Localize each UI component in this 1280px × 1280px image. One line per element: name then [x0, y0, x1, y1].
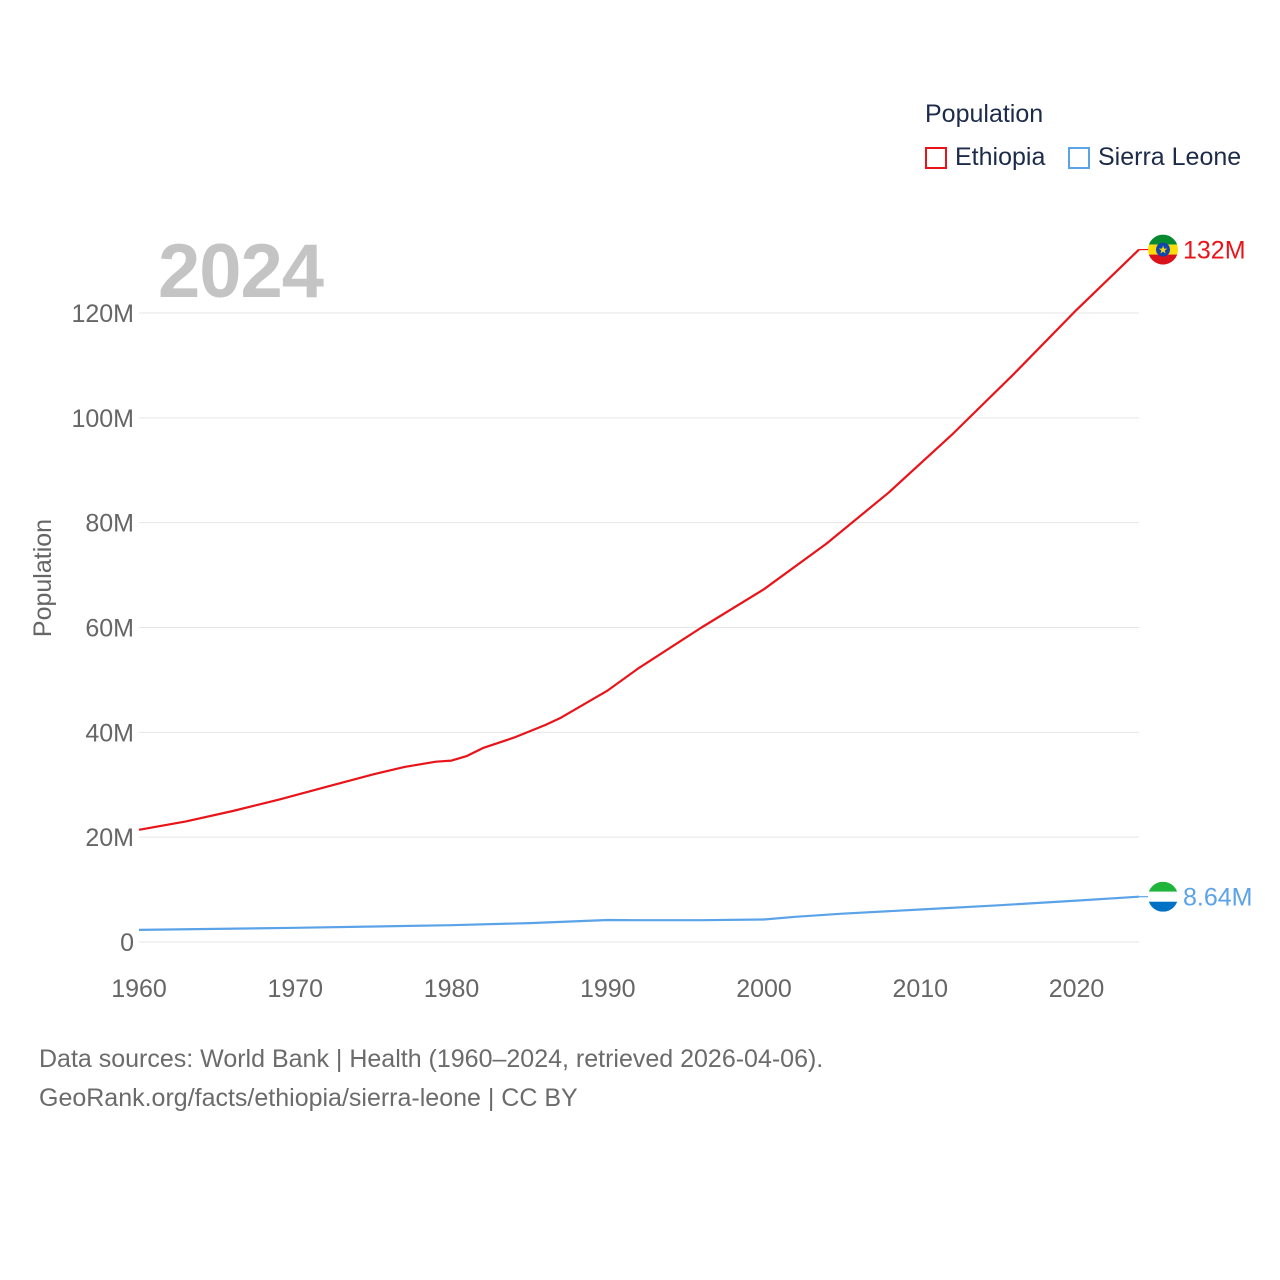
y-tick-label-4: 80M [85, 510, 134, 538]
series-line-sierra-leone [138, 895, 1140, 931]
y-tick-label-5: 100M [71, 405, 134, 433]
legend-title: Population [925, 100, 1044, 128]
y-axis-label: Population [29, 519, 57, 637]
legend-item-sierra-leone[interactable]: Sierra Leone [1068, 143, 1241, 172]
x-tick-label-6: 2020 [1049, 975, 1105, 1003]
end-label-ethiopia: 132M [1183, 237, 1246, 265]
svg-text:★: ★ [1158, 244, 1168, 257]
x-tick-label-0: 1960 [111, 975, 167, 1003]
legend-label-sierra-leone: Sierra Leone [1098, 143, 1242, 171]
sierra-leone-flag-icon [1148, 881, 1178, 912]
x-tick-label-5: 2010 [892, 975, 948, 1003]
x-tick-label-4: 2000 [736, 975, 792, 1003]
end-label-sierra-leone: 8.64M [1183, 884, 1252, 912]
y-tick-label-0: 0 [120, 929, 134, 957]
footer-link[interactable]: GeoRank.org/facts/ethiopia/sierra-leone … [39, 1084, 578, 1112]
ethiopia-flag-icon: ★ [1148, 234, 1178, 265]
x-tick-label-2: 1980 [424, 975, 480, 1003]
x-tick-label-3: 1990 [580, 975, 636, 1003]
legend-label-ethiopia: Ethiopia [955, 143, 1046, 171]
y-tick-label-3: 60M [85, 615, 134, 643]
y-tick-label-6: 120M [71, 300, 134, 328]
year-label: 2024 [158, 229, 324, 314]
y-tick-label-2: 40M [85, 719, 134, 747]
series-line-ethiopia [138, 248, 1140, 831]
legend-swatch-ethiopia [925, 146, 947, 169]
legend-item-ethiopia[interactable]: Ethiopia [925, 143, 1045, 172]
legend-swatch-sierra-leone [1068, 146, 1090, 169]
line-chart: 0 20M 40M 60M 80M 100M 120M 1960 1970 1980 1990 200… [29, 234, 1252, 1003]
x-tick-label-1: 1970 [267, 975, 323, 1003]
footer-sources: Data sources: World Bank | Health (1960–… [39, 1045, 824, 1073]
y-tick-label-1: 20M [85, 824, 134, 852]
